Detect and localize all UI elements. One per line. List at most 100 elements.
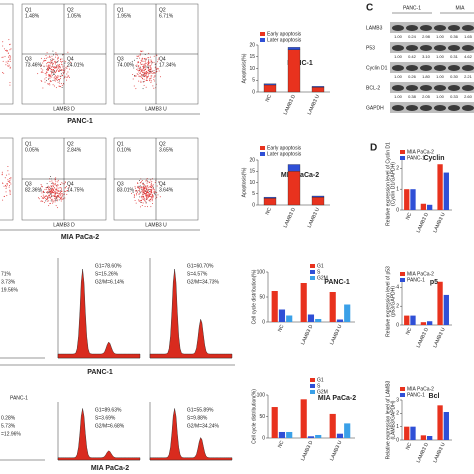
event-dot — [142, 63, 144, 65]
event-dot — [47, 56, 49, 58]
event-dot — [149, 72, 151, 74]
x-label: LAMB3 U — [145, 106, 167, 112]
bar — [410, 189, 416, 210]
event-dot — [142, 69, 144, 71]
event-dot — [9, 191, 11, 193]
event-dot — [152, 187, 154, 189]
event-dot — [151, 61, 153, 63]
event-dot — [61, 84, 63, 86]
event-dot — [10, 178, 12, 180]
event-dot — [143, 64, 145, 66]
quadrant-label: Q2 — [159, 7, 166, 13]
legend-swatch — [400, 150, 405, 154]
event-dot — [151, 196, 153, 198]
event-dot — [147, 73, 149, 75]
event-dot — [44, 188, 46, 190]
row-label: MIA PaCa-2 — [91, 465, 129, 472]
event-dot — [144, 65, 146, 67]
event-dot — [140, 81, 142, 83]
event-dot — [51, 186, 53, 188]
blot-band — [434, 25, 446, 31]
event-dot — [145, 86, 147, 88]
event-dot — [41, 197, 43, 199]
bar — [437, 405, 443, 440]
event-dot — [54, 63, 56, 65]
event-dot — [146, 190, 148, 192]
event-dot — [57, 81, 59, 83]
event-dot — [154, 190, 156, 192]
event-dot — [148, 64, 150, 66]
blot-band — [406, 45, 418, 51]
event-dot — [53, 72, 55, 74]
event-dot — [58, 71, 60, 73]
event-dot — [135, 75, 137, 77]
event-dot — [46, 186, 48, 188]
event-dot — [152, 85, 154, 87]
phase-label: G1=78.60% — [95, 263, 122, 269]
event-dot — [52, 201, 54, 203]
event-dot — [60, 76, 62, 78]
event-dot — [132, 73, 134, 75]
blot-band — [392, 65, 404, 71]
event-dot — [67, 190, 69, 192]
blot-number: 4.62 — [464, 54, 473, 59]
bar — [286, 431, 293, 438]
event-dot — [138, 62, 140, 64]
event-dot — [150, 179, 152, 181]
event-dot — [56, 54, 58, 56]
bar — [300, 283, 307, 322]
event-dot — [136, 68, 138, 70]
event-dot — [147, 76, 149, 78]
event-dot — [153, 72, 155, 74]
cut-label: 5.73% — [1, 423, 16, 429]
event-dot — [9, 60, 11, 62]
blot-strip — [390, 42, 474, 53]
event-dot — [9, 49, 11, 51]
event-dot — [146, 67, 148, 69]
event-dot — [147, 197, 149, 199]
event-dot — [147, 57, 149, 59]
event-dot — [62, 66, 64, 68]
y-tick-label: 15 — [249, 54, 255, 60]
blot-number: 1.00 — [394, 34, 403, 39]
y-tick-label: 0 — [396, 207, 399, 213]
event-dot — [52, 192, 54, 194]
y-tick-label: 0 — [252, 202, 255, 208]
event-dot — [139, 67, 141, 69]
event-dot — [57, 179, 59, 181]
blot-row-label: BCL-2 — [366, 85, 380, 91]
event-dot — [142, 182, 144, 184]
event-dot — [146, 195, 148, 197]
y-label: (LAMB3/GAPDH) — [390, 400, 396, 439]
event-dot — [52, 79, 54, 81]
y-label: Relative expression level of Cyclin D1 — [385, 142, 391, 226]
event-dot — [151, 181, 153, 183]
event-dot — [145, 65, 147, 67]
event-dot — [60, 183, 62, 185]
x-tick-label: NC — [405, 327, 414, 336]
bar — [263, 83, 277, 86]
event-dot — [48, 82, 50, 84]
event-dot — [9, 178, 11, 180]
event-dot — [147, 65, 149, 67]
event-dot — [46, 200, 48, 202]
event-dot — [144, 198, 146, 200]
event-dot — [141, 190, 143, 192]
event-dot — [8, 65, 10, 67]
event-dot — [143, 66, 145, 68]
event-dot — [154, 72, 156, 74]
bar — [311, 87, 325, 93]
event-dot — [148, 187, 150, 189]
event-dot — [142, 194, 144, 196]
event-dot — [137, 69, 139, 71]
x-tick-label: LAMB3 D — [416, 327, 431, 349]
event-dot — [52, 189, 54, 191]
event-dot — [9, 57, 11, 59]
chart-title: PANC-1 — [324, 279, 350, 286]
x-tick-label: LAMB3 U — [432, 442, 447, 464]
dot-plot-frame — [0, 3, 14, 105]
event-dot — [51, 76, 53, 78]
blot-number: 1.00 — [436, 94, 445, 99]
event-dot — [47, 61, 49, 63]
